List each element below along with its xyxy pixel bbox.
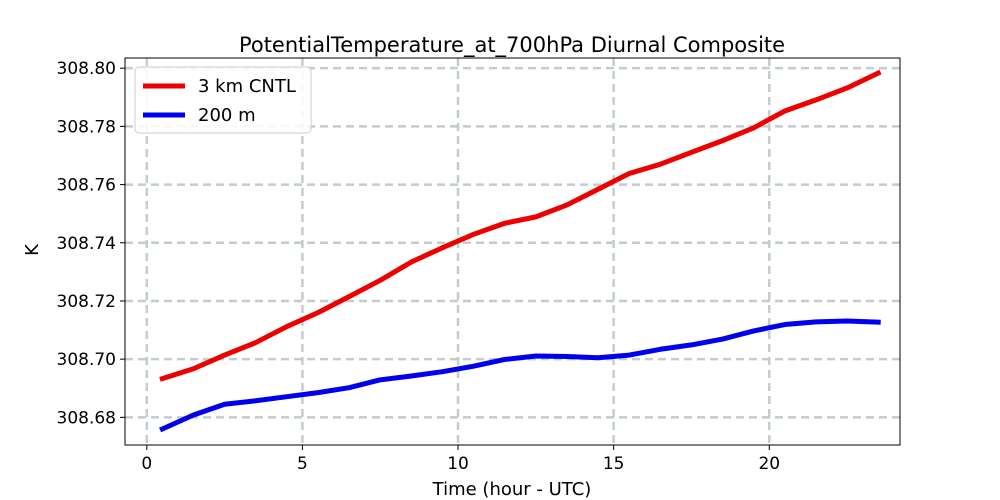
- y-tick-label: 308.76: [57, 176, 116, 196]
- x-tick-label: 0: [141, 454, 152, 474]
- x-tick-label: 20: [758, 454, 780, 474]
- y-tick-label: 308.72: [57, 292, 116, 312]
- legend: 3 km CNTL 200 m: [134, 66, 312, 134]
- plot-frame: [124, 57, 901, 446]
- y-tick-label: 308.74: [57, 234, 116, 254]
- y-tick-label: 308.68: [57, 408, 116, 428]
- legend-label-0: 3 km CNTL: [198, 76, 296, 97]
- y-tick-label: 308.80: [57, 59, 116, 79]
- x-tick-label: 5: [297, 454, 308, 474]
- series-line-0: [159, 69, 882, 382]
- y-axis-label: K: [22, 243, 43, 256]
- chart-title: PotentialTemperature_at_700hPa Diurnal C…: [239, 33, 785, 58]
- y-tick-label: 308.70: [57, 350, 116, 370]
- x-tick-label: 10: [447, 454, 469, 474]
- plot-series: [159, 69, 882, 433]
- legend-label-1: 200 m: [198, 105, 256, 126]
- x-tick-label: 15: [603, 454, 625, 474]
- x-axis-label: Time (hour - UTC): [432, 479, 592, 500]
- y-tick-label: 308.78: [57, 117, 116, 137]
- series-line-1: [159, 318, 881, 433]
- axis-ticks: 0 5 10 15 20 308.68 308.70 308.72 308.74 308.76 30…: [57, 59, 781, 474]
